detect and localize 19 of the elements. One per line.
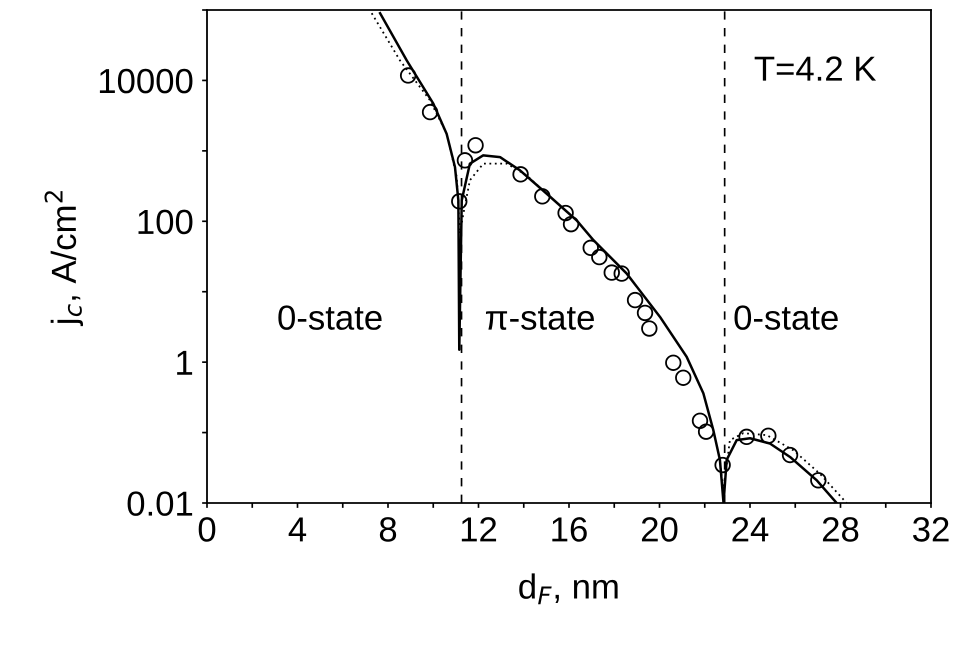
annotation: T=4.2 K [754,56,876,81]
x-tick-label: 8 [380,517,396,542]
y-tick-label: 0.01 [128,491,192,516]
y-tick-label: 1 [177,350,192,375]
x-tick-label: 28 [822,517,858,542]
annotation: π-state [486,307,594,330]
y-axis-title: j$_{c}$, A/cm$^{2}$ [44,191,84,326]
x-tick-label: 32 [913,517,949,542]
x-tick-label: 4 [288,517,306,542]
x-tick-label: 16 [552,517,587,542]
y-tick-label: 10000 [100,68,192,94]
annotation: 0-state [734,305,838,330]
annotation: 0-state [278,305,382,330]
x-tick-label: 20 [642,517,678,542]
x-tick-label: 24 [732,517,768,542]
x-tick-label: 0 [198,517,216,542]
x-tick-label: 12 [462,517,496,542]
x-axis-title: d$_{F}$, nm [519,573,618,604]
y-tick-label: 100 [138,210,192,234]
